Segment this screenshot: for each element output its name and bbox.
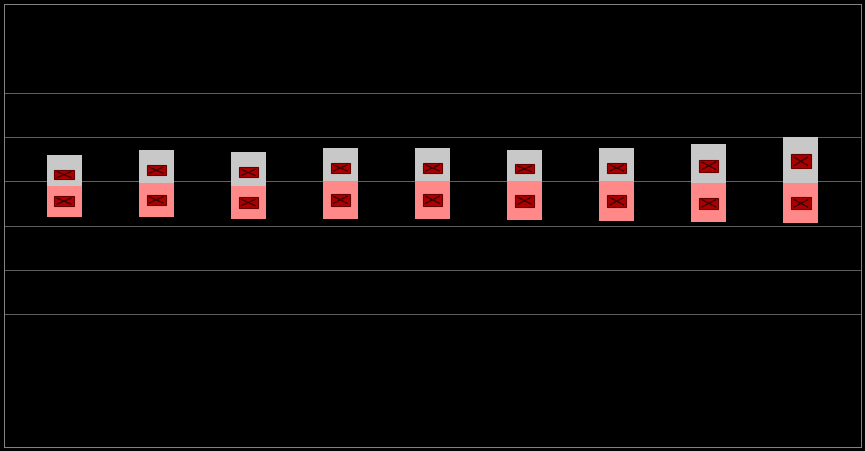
- Bar: [231, 185, 266, 219]
- Bar: [507, 150, 542, 181]
- Bar: [423, 194, 442, 206]
- Bar: [239, 198, 258, 207]
- Bar: [791, 198, 811, 209]
- Bar: [699, 160, 719, 172]
- Bar: [47, 185, 81, 216]
- Bar: [54, 170, 74, 179]
- Bar: [691, 143, 727, 184]
- Bar: [515, 164, 535, 174]
- Bar: [330, 194, 350, 206]
- Bar: [784, 183, 818, 223]
- Bar: [791, 154, 811, 168]
- Bar: [784, 137, 818, 184]
- Bar: [515, 195, 535, 207]
- Bar: [423, 163, 442, 173]
- Bar: [330, 163, 350, 173]
- Bar: [691, 183, 727, 222]
- Bar: [231, 152, 266, 186]
- Bar: [239, 167, 258, 177]
- Bar: [323, 181, 358, 219]
- Bar: [323, 148, 358, 181]
- Bar: [507, 181, 542, 220]
- Bar: [599, 148, 634, 181]
- Bar: [415, 181, 450, 219]
- Bar: [699, 198, 719, 209]
- Bar: [607, 195, 626, 207]
- Bar: [607, 163, 626, 173]
- Bar: [54, 196, 74, 206]
- Bar: [138, 150, 174, 184]
- Bar: [138, 183, 174, 216]
- Bar: [415, 148, 450, 181]
- Bar: [47, 155, 81, 186]
- Bar: [146, 195, 166, 205]
- Bar: [599, 181, 634, 221]
- Bar: [146, 165, 166, 175]
